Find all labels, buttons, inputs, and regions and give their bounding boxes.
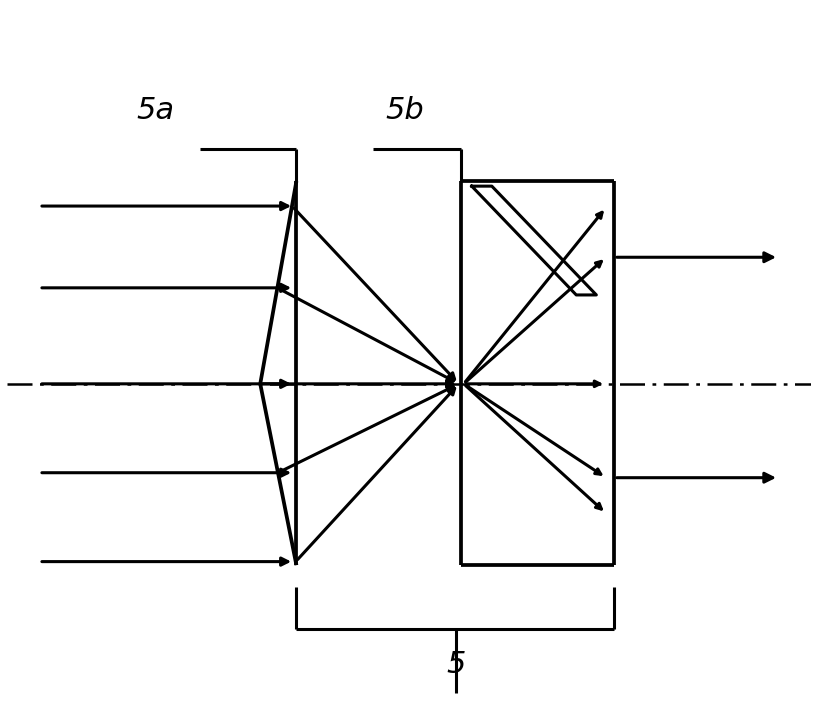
- Text: 5b: 5b: [385, 96, 425, 125]
- Text: 5: 5: [446, 650, 465, 679]
- Text: 5a: 5a: [137, 96, 175, 125]
